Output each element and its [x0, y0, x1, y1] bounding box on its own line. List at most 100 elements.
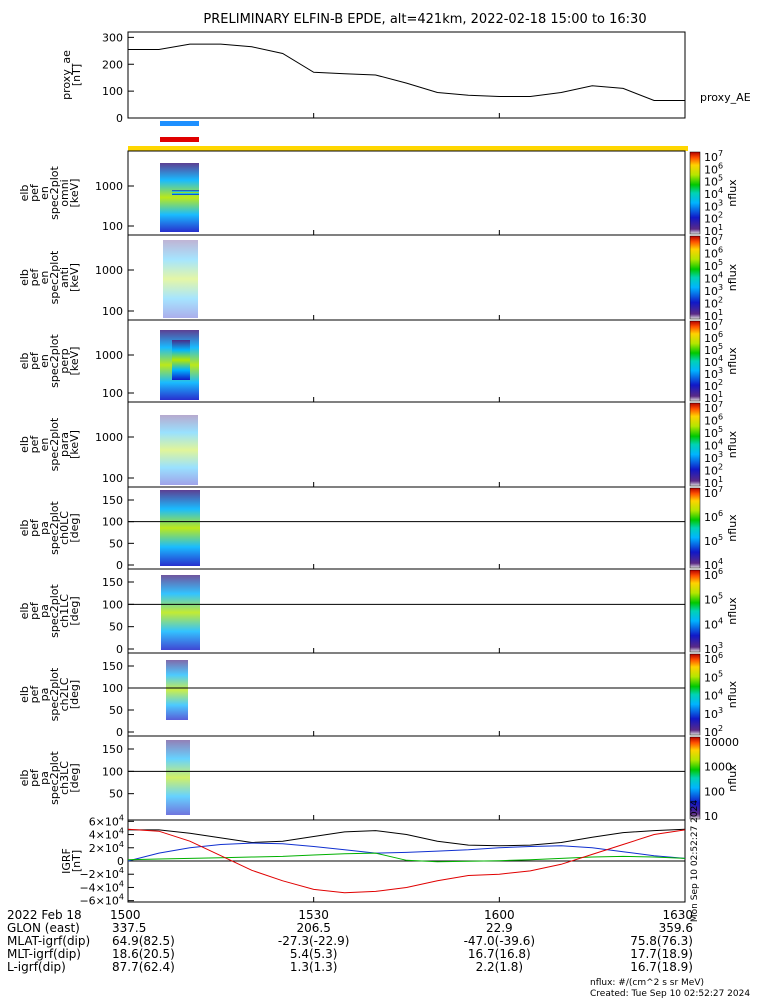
pa-ch0-spectrum: [160, 490, 200, 566]
footer-label-3: MLT-igrf(dip): [7, 947, 81, 961]
pa-ch3-ytick-label: 50: [109, 788, 123, 801]
pef-para-ylabel-4: para: [58, 432, 71, 457]
pef-anti-colorbar-label: 105: [704, 258, 723, 273]
footer-value-2-1: -27.3(-22.9): [278, 934, 349, 948]
footer-value-1-3: 359.6: [659, 921, 693, 935]
pa-ch3-ytick-label: 100: [102, 765, 123, 778]
pef-omni-ylabel-2: en: [38, 186, 51, 200]
page-title: PRELIMINARY ELFIN-B EPDE, alt=421km, 202…: [203, 12, 646, 27]
pef-anti-colorbar-label: 103: [704, 283, 723, 298]
pa-ch3-ylabel-3: spec2plot: [48, 751, 61, 805]
footer-value-0-2: 1600: [484, 908, 515, 922]
science-zone-bar-red: [160, 137, 199, 142]
pef-para-ylabel-5: [keV]: [68, 430, 81, 459]
pef-para-ylabel-2: en: [38, 438, 51, 452]
pa-ch2-ylabel-0: elb: [18, 686, 31, 703]
pef-para-colorbar-label: 107: [704, 400, 723, 415]
pef-anti-colorbar-label: 101: [704, 308, 723, 323]
footer-value-0-3: 1630: [662, 908, 693, 922]
side-stamp: Mon Sep 10 02:52:27 2024: [690, 800, 700, 922]
pa-ch2-colorbar: [689, 653, 701, 736]
pef-omni-ytick-label: 1000: [95, 180, 123, 193]
pef-omni-colorbar-label: 106: [704, 161, 723, 176]
pef-omni-ytick-label: 100: [102, 220, 123, 233]
igrf-series-0: [128, 828, 686, 847]
pa-ch1-ylabel-3: spec2plot: [48, 584, 61, 638]
pef-omni-ylabel-5: [keV]: [68, 179, 81, 208]
pef-perp-spectrum: [172, 340, 190, 380]
footer-value-3-1: 5.4(5.3): [290, 947, 338, 961]
pa-ch3-colorbar: [689, 736, 701, 820]
pa-ch0-colorbar-label: 104: [704, 557, 723, 572]
igrf-ytick-label: 2×104: [89, 840, 124, 855]
pef-omni-colorbar-title: nflux: [726, 179, 739, 207]
pa-ch2-ytick-label: 150: [102, 660, 123, 673]
pa-ch2-colorbar-label: 102: [704, 724, 723, 739]
proxy-ae-ylabel-1: [nT]: [70, 64, 83, 86]
pa-ch2-ylabel-1: pef: [28, 685, 41, 704]
pef-anti-ytick-label: 1000: [95, 264, 123, 277]
pa-ch0-ylabel-1: pef: [28, 518, 41, 537]
pa-ch1-ytick-label: 50: [109, 621, 123, 634]
pa-ch3-colorbar-label: 1000: [704, 761, 732, 774]
sunlight-bar: [128, 146, 688, 151]
pa-ch2-colorbar-label: 104: [704, 688, 723, 703]
pef-para-ytick-label: 100: [102, 472, 123, 485]
pa-ch0-ylabel-5: [deg]: [68, 513, 81, 542]
pef-anti-colorbar-label: 102: [704, 296, 723, 311]
proxy-ae-ytick-label: 200: [102, 58, 123, 71]
pef-anti-ylabel-1: pef: [28, 268, 41, 287]
igrf-series-1: [127, 842, 686, 862]
pa-ch0-ytick-label: 100: [102, 516, 123, 529]
footer-label-1: GLON (east): [7, 921, 80, 935]
pa-ch2-colorbar-label: 103: [704, 706, 723, 721]
pa-ch1-ytick-label: 150: [102, 576, 123, 589]
pef-perp-ylabel-1: pef: [28, 351, 41, 370]
pa-ch3-colorbar-title: nflux: [726, 764, 739, 792]
igrf-series-3: [127, 828, 686, 894]
pa-ch1-ylabel-1: pef: [28, 601, 41, 620]
pa-ch0-frame: [127, 486, 686, 570]
pef-perp-ylabel-5: [keV]: [68, 347, 81, 376]
pef-perp-colorbar-title: nflux: [726, 347, 739, 375]
pa-ch1-colorbar: [689, 569, 701, 653]
pef-para-colorbar-label: 101: [704, 475, 723, 490]
pa-ch2-colorbar-label: 106: [704, 651, 723, 666]
footer-value-4-0: 87.7(62.4): [112, 960, 175, 974]
pa-ch0-ytick-label: 50: [109, 537, 123, 550]
pa-ch2-frame: [127, 652, 686, 737]
pef-anti-colorbar: [689, 235, 701, 320]
pa-ch3-colorbar-label: 100: [704, 785, 725, 798]
pef-perp-colorbar: [689, 320, 701, 402]
pa-ch3-ylabel-0: elb: [18, 770, 31, 787]
pef-omni-colorbar-label: 104: [704, 186, 723, 201]
pa-ch0-ylabel-2: pa: [38, 521, 51, 535]
pa-ch0-ylabel-0: elb: [18, 520, 31, 537]
igrf-ytick-label: 4×104: [89, 827, 124, 842]
footer-value-3-0: 18.6(20.5): [112, 947, 175, 961]
pa-ch3-ylabel-2: pa: [38, 771, 51, 785]
pef-omni-ylabel-0: elb: [18, 185, 31, 202]
igrf-series-2: [127, 852, 686, 863]
pef-omni-colorbar-label: 101: [704, 223, 723, 238]
proxy-ae-line: [128, 43, 685, 101]
pef-para-frame: [127, 401, 686, 488]
footer-value-2-0: 64.9(82.5): [112, 934, 175, 948]
pef-omni-frame: [127, 150, 686, 236]
pef-perp-ylabel-3: spec2plot: [48, 334, 61, 388]
igrf-ytick-label: −6×104: [79, 893, 124, 908]
pa-ch1-ytick-label: 0: [116, 643, 123, 656]
pa-ch1-ylabel-5: [deg]: [68, 596, 81, 625]
pa-ch0-colorbar-label: 105: [704, 533, 723, 548]
pef-para-colorbar-title: nflux: [726, 430, 739, 458]
pa-ch2-spectrum: [166, 660, 188, 720]
pef-anti-ytick-label: 100: [102, 305, 123, 318]
pef-perp-colorbar-label: 105: [704, 342, 723, 357]
footer-label-0: 2022 Feb 18: [7, 908, 82, 922]
pa-ch1-colorbar-label: 103: [704, 641, 723, 656]
pa-ch2-colorbar-label: 105: [704, 669, 723, 684]
pa-ch1-spectrum: [161, 575, 200, 650]
science-zone-bar-blue: [160, 121, 199, 126]
pef-anti-ylabel-2: en: [38, 271, 51, 285]
